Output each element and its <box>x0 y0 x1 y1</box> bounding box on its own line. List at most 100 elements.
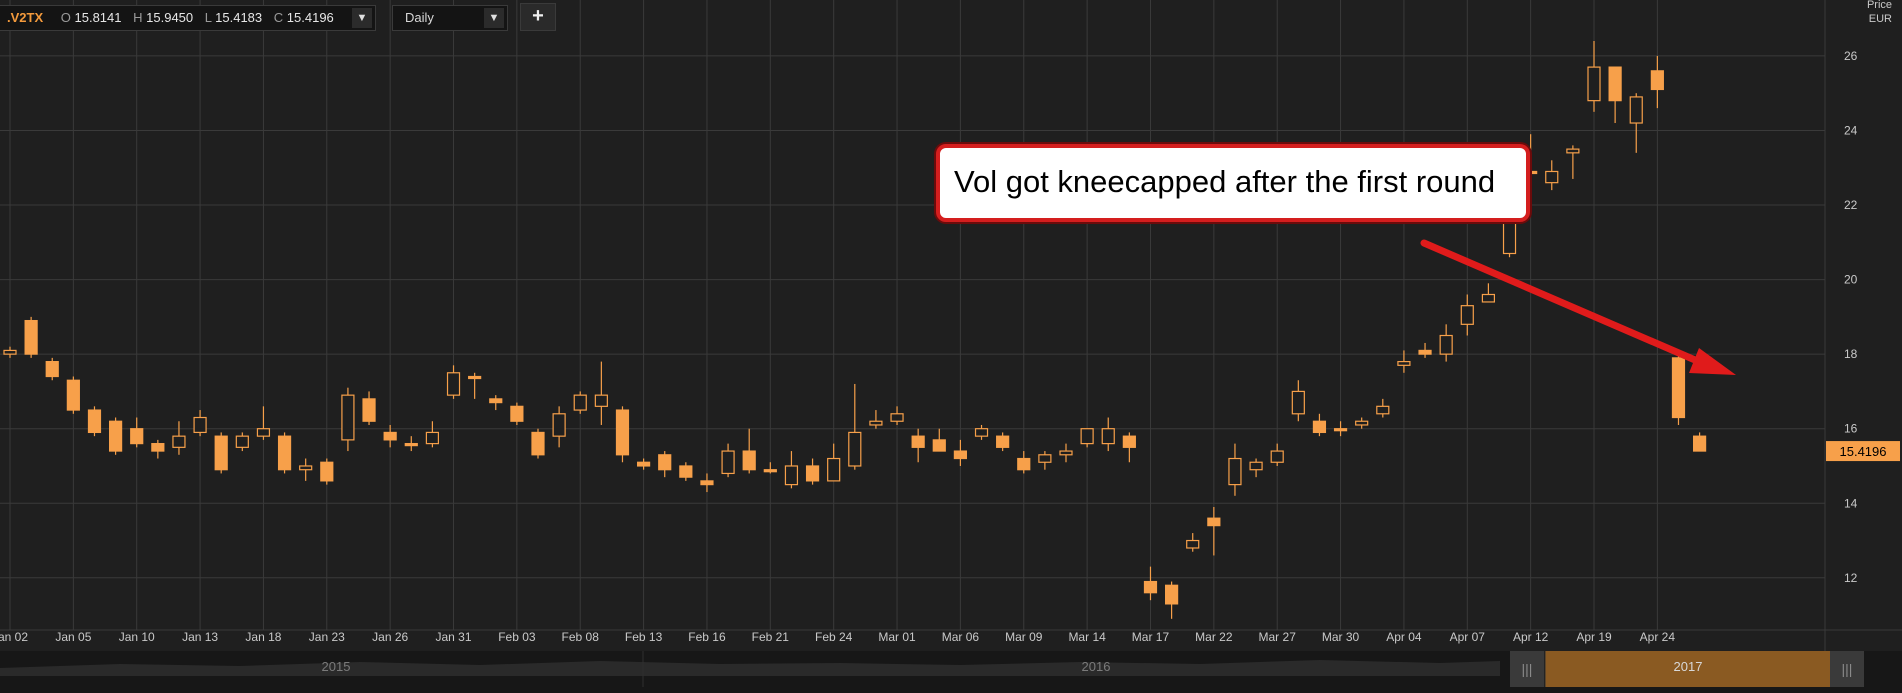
candle <box>869 410 883 429</box>
candle-body <box>1143 580 1158 594</box>
candle <box>932 428 946 452</box>
candle-body <box>1629 96 1643 124</box>
candle <box>679 462 693 481</box>
annotation-arrow-shaft <box>1420 239 1706 367</box>
candle-body <box>1080 428 1094 445</box>
candle-body <box>1460 305 1474 325</box>
candle <box>805 458 820 485</box>
candle <box>151 439 165 459</box>
candle <box>1101 417 1115 452</box>
candle-body <box>1439 334 1453 355</box>
candle <box>1481 283 1496 303</box>
navigator[interactable]: ||| ||| 2015 2016 2017 <box>0 651 1902 693</box>
annotation-arrow-head <box>1689 348 1736 375</box>
chevron-down-icon[interactable]: ▼ <box>484 8 504 28</box>
candle <box>3 346 17 358</box>
candle-body <box>636 461 651 467</box>
navigator-year-label: 2015 <box>322 659 351 674</box>
y-tick-label: 12 <box>1844 571 1858 585</box>
candle-body <box>446 372 461 396</box>
x-tick-label: Feb 13 <box>625 630 663 644</box>
candle <box>784 451 799 489</box>
candle <box>594 361 608 425</box>
candle-body <box>784 465 799 486</box>
candle <box>1355 417 1369 429</box>
candles <box>3 41 1707 619</box>
x-axis: Jan 02 Jan 05 Jan 10 Jan 13 Jan 18 Jan 23 Jan … <box>0 630 1675 644</box>
candle-body <box>489 398 503 404</box>
candle-body <box>383 431 397 441</box>
candle-body <box>1164 584 1179 605</box>
candle-body <box>1017 457 1031 471</box>
candle-body <box>1355 420 1369 426</box>
navigator-year-label: 2017 <box>1674 659 1703 674</box>
x-tick-label: Apr 12 <box>1513 630 1549 644</box>
candle <box>1291 380 1305 422</box>
candle-body <box>1566 148 1580 154</box>
candle-body <box>573 394 587 411</box>
candle <box>1629 93 1643 153</box>
candle <box>1439 324 1453 362</box>
candle-body <box>1650 70 1664 91</box>
candle-body <box>552 413 566 437</box>
candle <box>468 372 482 399</box>
candle-body <box>763 469 777 473</box>
candle <box>1312 413 1327 437</box>
chevron-down-icon[interactable]: ▼ <box>352 8 372 28</box>
x-tick-label: Jan 13 <box>182 630 218 644</box>
high-label: H <box>133 10 143 25</box>
candle-body <box>341 394 355 441</box>
navigator-handle-left[interactable] <box>1510 651 1544 687</box>
navigator-handle-left-grip: ||| <box>1522 661 1533 677</box>
candle <box>763 462 777 474</box>
candle <box>1418 342 1432 358</box>
navigator-handle-right[interactable] <box>1830 651 1864 687</box>
candle-body <box>869 420 883 426</box>
add-series-button[interactable]: + <box>520 3 556 31</box>
candle <box>911 428 925 463</box>
candle-body <box>531 431 545 456</box>
x-tick-label: Mar 17 <box>1132 630 1170 644</box>
candle <box>827 443 841 482</box>
candle <box>341 387 355 452</box>
x-tick-label: Apr 04 <box>1386 630 1422 644</box>
candle-body <box>425 431 439 445</box>
symbol-label: .V2TX <box>7 10 44 25</box>
candle-body <box>1270 450 1284 463</box>
open-value: 15.8141 <box>74 10 122 25</box>
candle-body <box>890 413 904 422</box>
candle <box>848 383 862 470</box>
candle-body <box>1101 428 1115 445</box>
symbol-ohlc-selector[interactable]: .V2TX O 15.8141 H 15.9450 L 15.4183 C 15… <box>0 5 376 31</box>
candle <box>552 406 566 448</box>
candle-body <box>911 435 925 448</box>
candle <box>1143 566 1158 601</box>
candle <box>1207 506 1221 556</box>
candle <box>1397 350 1411 373</box>
candle <box>1228 443 1242 496</box>
x-tick-label: Mar 27 <box>1259 630 1297 644</box>
navigator-selection[interactable] <box>1545 651 1830 687</box>
candle-body <box>1228 457 1242 486</box>
candle-body <box>1545 170 1559 184</box>
y-tick-label: 24 <box>1844 123 1858 137</box>
x-tick-label: Mar 06 <box>942 630 980 644</box>
candle <box>214 432 228 474</box>
candle <box>277 432 292 474</box>
candle <box>974 424 989 440</box>
candle <box>1270 443 1284 466</box>
x-tick-label: Jan 31 <box>436 630 472 644</box>
candle <box>404 436 418 452</box>
x-tick-label: Apr 24 <box>1640 630 1676 644</box>
interval-dropdown[interactable]: Daily ▼ <box>392 5 508 31</box>
interval-value: Daily <box>405 10 434 25</box>
y-tick-label: 14 <box>1844 496 1858 510</box>
candle <box>1164 581 1179 619</box>
candle-body <box>87 409 102 434</box>
candle <box>446 365 461 399</box>
candle-body <box>615 409 630 456</box>
candle <box>320 458 334 485</box>
candle-body <box>235 435 249 448</box>
x-tick-label: Feb 03 <box>498 630 536 644</box>
